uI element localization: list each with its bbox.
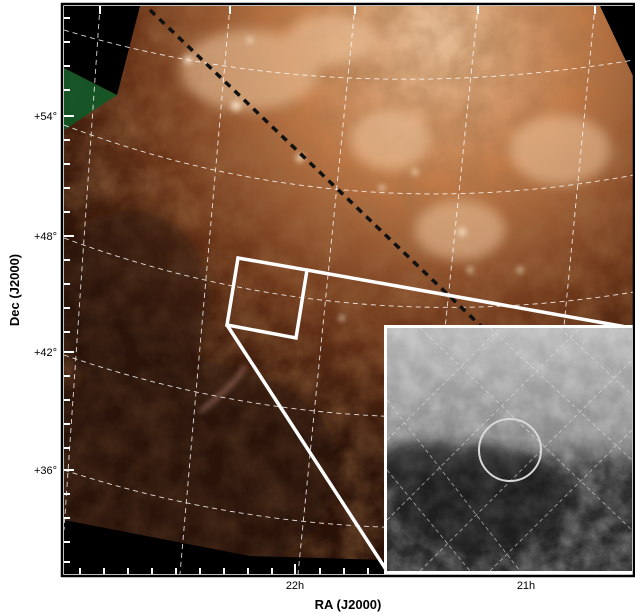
- y-tick-label: +54°: [34, 111, 57, 123]
- zoom-inset-panel: [384, 325, 635, 574]
- zoom-connector-top: [306, 268, 633, 330]
- plot-frame: [60, 2, 635, 578]
- target-circle: [478, 418, 542, 482]
- top-tick-marks: [99, 6, 596, 14]
- y-tick-label: +36°: [34, 465, 57, 477]
- x-tick-label: 22h: [286, 580, 304, 592]
- zoom-highlight: [224, 255, 633, 572]
- y-tick-label: +42°: [34, 347, 57, 359]
- no-data-mask-top-right: [600, 6, 634, 78]
- bottom-tick-marks: [79, 564, 369, 574]
- no-data-mask-top-left: [64, 6, 140, 95]
- no-data-mask-bottom: [64, 520, 387, 574]
- sky-image: [64, 6, 634, 574]
- y-tick-label: +48°: [34, 231, 57, 243]
- x-axis-title: RA (J2000): [315, 597, 382, 612]
- highlight-box: [224, 255, 310, 341]
- y-axis-title: Dec (J2000): [7, 254, 22, 326]
- x-tick-label: 21h: [517, 580, 535, 592]
- left-tick-marks: [64, 17, 74, 563]
- zoom-connector-bottom: [225, 324, 389, 572]
